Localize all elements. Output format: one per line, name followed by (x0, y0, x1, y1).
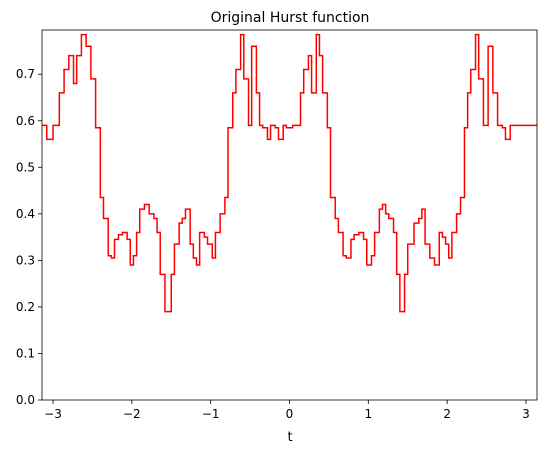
y-axis-ticks: 0.0 0.1 0.2 0.3 0.4 0.5 0.6 0.7 (16, 67, 42, 407)
x-tick-label: −3 (44, 407, 62, 421)
x-tick-label: 0 (286, 407, 294, 421)
axes-frame (41, 29, 538, 401)
y-tick-label: 0.7 (16, 67, 35, 81)
y-tick-label: 0.0 (16, 393, 35, 407)
y-tick-label: 0.5 (16, 160, 35, 174)
x-axis-ticks: −3 −2 −1 0 1 2 3 (44, 400, 530, 421)
y-tick-label: 0.6 (16, 114, 35, 128)
y-tick-label: 0.2 (16, 300, 35, 314)
plot-area (42, 33, 537, 313)
x-tick-label: −2 (123, 407, 141, 421)
chart-title: Original Hurst function (211, 10, 370, 26)
y-tick-label: 0.3 (16, 253, 35, 267)
y-tick-label: 0.1 (16, 346, 35, 360)
x-axis-label: t (287, 430, 292, 445)
x-tick-label: 2 (443, 407, 451, 421)
series-line (42, 33, 537, 313)
y-tick-label: 0.4 (16, 207, 35, 221)
x-tick-label: −1 (202, 407, 220, 421)
x-tick-label: 1 (365, 407, 373, 421)
x-tick-label: 3 (522, 407, 530, 421)
